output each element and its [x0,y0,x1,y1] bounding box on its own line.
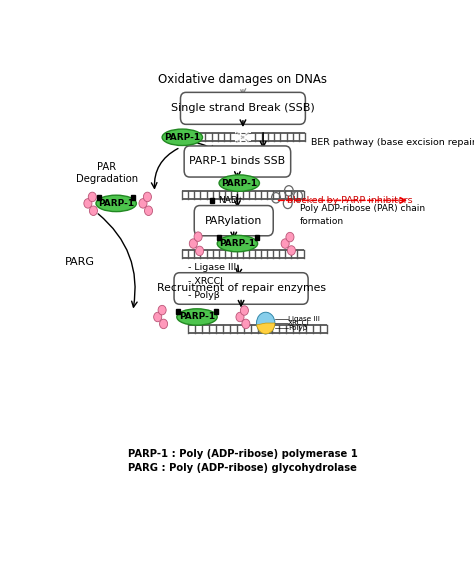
Text: NAD⁺: NAD⁺ [218,196,242,205]
Circle shape [139,199,147,208]
Text: PARG: PARG [64,257,94,266]
Circle shape [286,232,294,242]
Circle shape [194,232,202,241]
Text: PARP-1: PARP-1 [164,133,201,142]
Ellipse shape [96,195,137,211]
Bar [97,195,101,200]
FancyBboxPatch shape [194,205,273,236]
Ellipse shape [217,236,258,252]
Text: PARylation: PARylation [205,215,263,226]
FancyBboxPatch shape [174,273,308,304]
Text: Ligase III: Ligase III [288,316,320,322]
Circle shape [281,239,289,249]
FancyBboxPatch shape [181,93,305,125]
Circle shape [196,246,204,256]
Circle shape [158,305,166,315]
Bar [217,235,221,240]
Circle shape [84,199,92,208]
Circle shape [143,192,152,201]
Circle shape [240,306,248,315]
Ellipse shape [256,312,275,334]
Text: Polyβ: Polyβ [288,325,308,331]
Text: PARG : Poly (ADP-ribose) glycohydrolase: PARG : Poly (ADP-ribose) glycohydrolase [128,463,357,473]
Text: PARP-1: PARP-1 [219,239,255,248]
Bar [214,309,219,314]
Ellipse shape [219,175,259,191]
Text: XRCCI: XRCCI [288,320,310,327]
Text: Oxidative damages on DNAs: Oxidative damages on DNAs [158,73,328,86]
Text: - Ligase III
- XRCCI
- Polyβ: - Ligase III - XRCCI - Polyβ [188,263,236,300]
Text: PAR
Degradation: PAR Degradation [76,162,138,184]
Text: PARP-1: PARP-1 [221,178,257,187]
Bar [175,309,180,314]
Text: Recruitment of repair enzymes: Recruitment of repair enzymes [156,283,326,293]
Bar [131,195,136,200]
Circle shape [287,246,295,255]
Text: BER pathway (base excision repair): BER pathway (base excision repair) [311,139,474,148]
Bar [255,235,259,240]
Circle shape [189,239,197,249]
Circle shape [154,312,162,322]
Circle shape [90,206,98,215]
Circle shape [242,319,250,329]
Text: PARP-1: PARP-1 [98,199,134,208]
Text: blocked by PARP inhibitors: blocked by PARP inhibitors [287,196,413,205]
Text: PARP-1 : Poly (ADP-ribose) polymerase 1: PARP-1 : Poly (ADP-ribose) polymerase 1 [128,449,358,459]
Circle shape [88,192,96,201]
FancyBboxPatch shape [184,146,291,177]
Text: Poly ADP-ribose (PAR) chain
formation: Poly ADP-ribose (PAR) chain formation [300,204,425,226]
Text: PARP-1 binds SSB: PARP-1 binds SSB [189,157,285,167]
Ellipse shape [162,129,202,145]
Text: PARP-1: PARP-1 [179,312,215,321]
Circle shape [236,312,244,322]
Bar [210,198,214,203]
Circle shape [160,319,168,329]
Ellipse shape [177,309,217,325]
Text: Single strand Break (SSB): Single strand Break (SSB) [171,103,315,113]
Wedge shape [256,323,275,334]
Circle shape [145,206,153,215]
